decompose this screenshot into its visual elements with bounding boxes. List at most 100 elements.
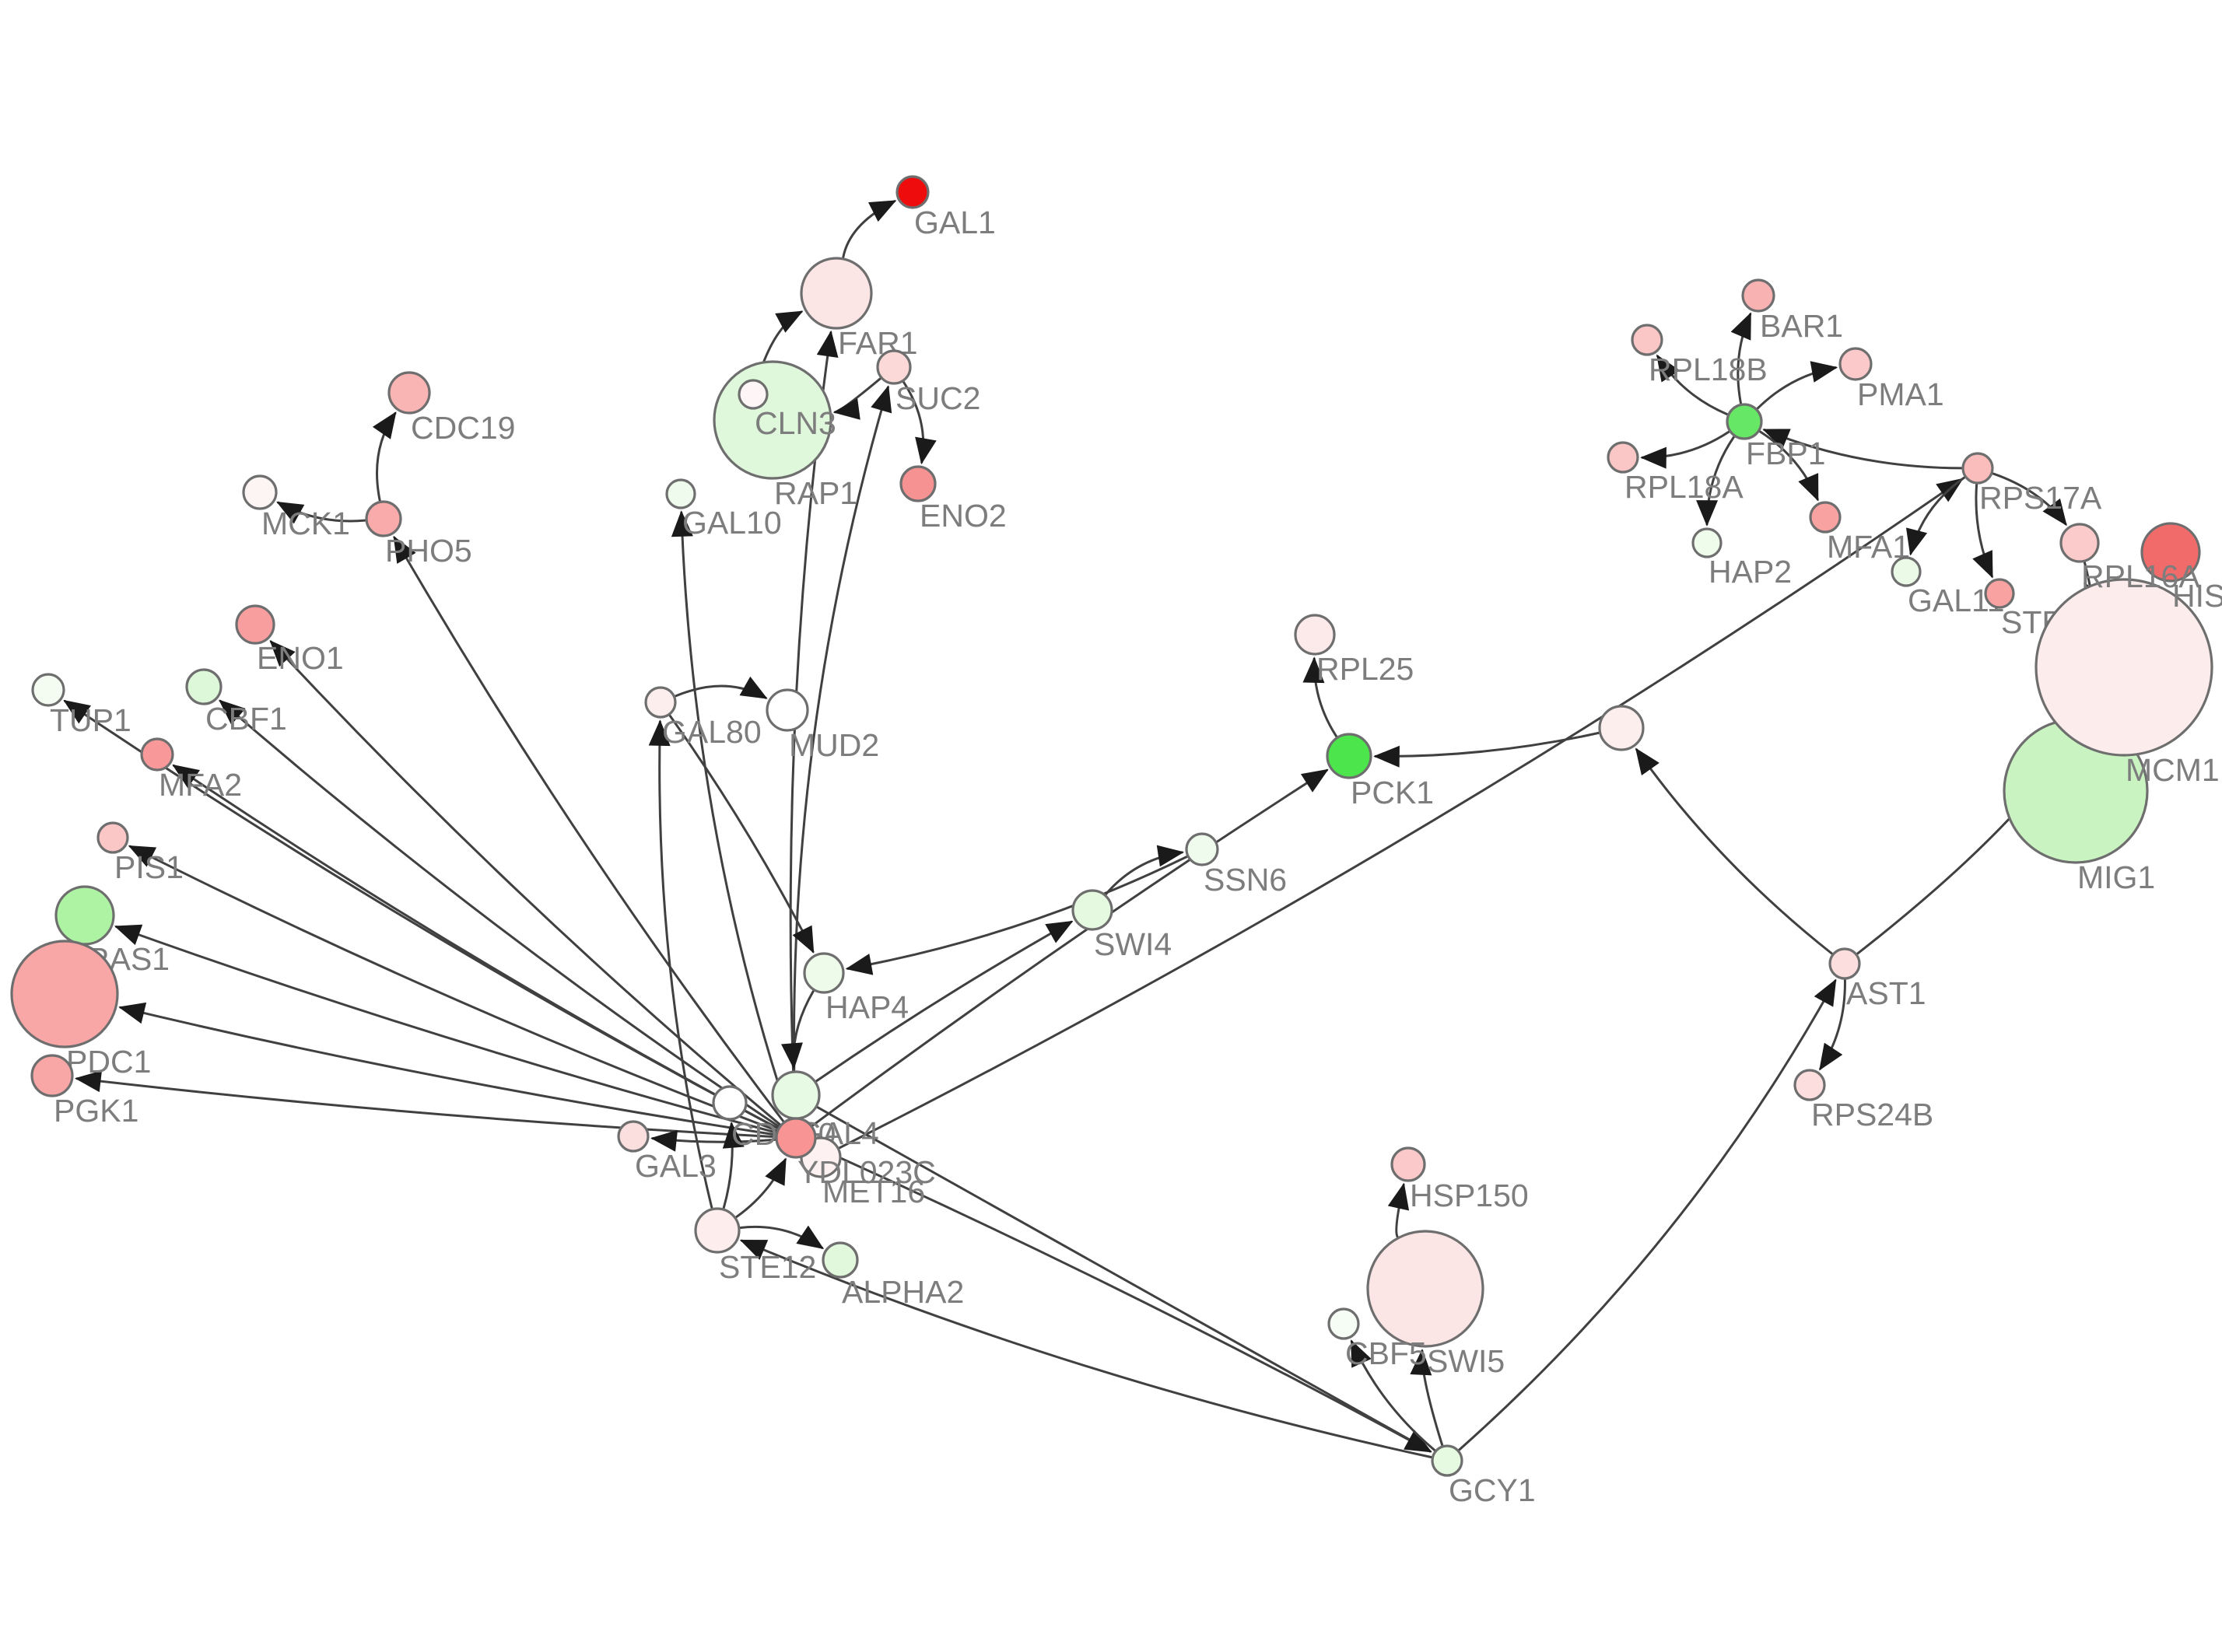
node-RPS24B[interactable]: [1793, 1069, 1826, 1101]
edge-RPS17A-RPL16A[interactable]: [1992, 472, 2067, 527]
edge-YDL023C-CBF1[interactable]: [219, 699, 780, 1128]
edge-STE12-CDC10[interactable]: [722, 1122, 745, 1209]
node-AST1[interactable]: [1828, 947, 1861, 980]
edge-STE12-GAL80[interactable]: [648, 719, 713, 1209]
edge-MET16-RPS17A[interactable]: [838, 478, 1964, 1150]
edge-YDL023C-RAS1[interactable]: [114, 924, 777, 1134]
edge-RPS17A-STE2[interactable]: [1972, 483, 1993, 579]
node-RPL18A[interactable]: [1607, 441, 1639, 474]
node-RPL25[interactable]: [1294, 614, 1336, 656]
node-RAP1[interactable]: [713, 360, 832, 480]
edge-STE12-YDL023C[interactable]: [735, 1157, 787, 1219]
node-CBF1[interactable]: [185, 668, 223, 705]
edge-FBP1-BAR1[interactable]: [1730, 312, 1752, 404]
edge-PCK1-RPL25[interactable]: [1302, 656, 1338, 738]
node-SSN6[interactable]: [1185, 832, 1219, 866]
node-FAR1[interactable]: [800, 257, 873, 330]
edge-RPS17A-GAL11[interactable]: [1905, 476, 1966, 556]
node-RPL16A[interactable]: [2059, 523, 2100, 563]
node-GAL3[interactable]: [617, 1120, 650, 1153]
edge-N1-PCK1[interactable]: [1373, 731, 1600, 768]
edge-RPS17A-FBP1[interactable]: [1762, 429, 1963, 470]
edge-YDL023C-GCY1[interactable]: [814, 1145, 1432, 1453]
node-RPS17A[interactable]: [1961, 452, 1994, 485]
edge-YDL023C-SUC2[interactable]: [793, 385, 892, 1118]
node-CDC19[interactable]: [387, 371, 431, 415]
edge-GAL4-GCY1[interactable]: [816, 1106, 1432, 1453]
edge-PHO5-MCK1[interactable]: [276, 501, 366, 524]
node-STE2[interactable]: [1984, 578, 2015, 609]
node-STE12[interactable]: [694, 1207, 741, 1254]
node-SUC2[interactable]: [876, 349, 912, 385]
node-PHO5[interactable]: [365, 500, 402, 537]
edge-SSN6-HAP4[interactable]: [845, 856, 1188, 975]
node-N1[interactable]: [1598, 705, 1645, 751]
node-MFA2[interactable]: [140, 737, 174, 772]
node-BAR1[interactable]: [1741, 278, 1775, 313]
node-MCM1[interactable]: [2034, 578, 2213, 757]
edge-AST1-RPS24B[interactable]: [1819, 978, 1846, 1071]
edge-GCY1-CBF5[interactable]: [1350, 1339, 1436, 1451]
edge-YDL023C-PGK1[interactable]: [75, 1070, 776, 1139]
edge-FBP1-MFA1[interactable]: [1758, 430, 1819, 502]
node-PCK1[interactable]: [1326, 733, 1372, 779]
edge-YDL023C-MFA2[interactable]: [172, 764, 779, 1129]
node-ENO1[interactable]: [235, 604, 275, 645]
node-CLN3[interactable]: [738, 379, 769, 410]
edge-YDL023C-PIS1[interactable]: [128, 845, 778, 1132]
edge-GAL4-SWI4[interactable]: [815, 920, 1074, 1083]
node-HSP150[interactable]: [1390, 1146, 1426, 1182]
edge-FBP1-RPL18B[interactable]: [1656, 354, 1729, 416]
edge-YDL023C-PHO5[interactable]: [393, 535, 785, 1122]
node-GAL4[interactable]: [771, 1070, 821, 1120]
node-GCY1[interactable]: [1431, 1444, 1463, 1477]
edge-YDL023C-ENO1[interactable]: [269, 639, 781, 1126]
node-GAL10[interactable]: [665, 478, 696, 509]
node-RAS1[interactable]: [54, 885, 115, 946]
edge-YDL023C-GAL3[interactable]: [650, 1129, 776, 1152]
node-CBF5[interactable]: [1327, 1307, 1360, 1340]
edge-HAP4-GAL4[interactable]: [780, 989, 815, 1069]
node-MFA1[interactable]: [1809, 501, 1842, 534]
node-ALPHA2[interactable]: [822, 1241, 859, 1279]
edge-FBP1-HAP2[interactable]: [1696, 436, 1735, 527]
edge-FBP1-PMA1[interactable]: [1756, 361, 1838, 410]
node-CDC10[interactable]: [712, 1085, 748, 1121]
node-ENO2[interactable]: [899, 465, 937, 502]
edge-AST1-N1[interactable]: [1635, 747, 1833, 955]
node-GAL80[interactable]: [644, 686, 677, 719]
edge-SWI4-SSN6[interactable]: [1105, 845, 1185, 895]
edge-YDL023C-PDC1[interactable]: [118, 1002, 776, 1136]
node-SWI4[interactable]: [1071, 889, 1113, 931]
node-MUD2[interactable]: [766, 688, 809, 732]
edge-FBP1-RPL18A[interactable]: [1640, 430, 1730, 469]
node-HAP4[interactable]: [803, 952, 845, 994]
edge-SUC2-ENO2[interactable]: [902, 380, 937, 465]
node-FBP1[interactable]: [1726, 403, 1763, 440]
edge-GCY1-STE12[interactable]: [739, 1239, 1432, 1458]
edge-GCY1-AST1[interactable]: [1458, 978, 1837, 1451]
node-RPL18B[interactable]: [1631, 324, 1663, 356]
edge-YDL023C-GAL10[interactable]: [671, 510, 790, 1119]
edge-STE12-ALPHA2[interactable]: [739, 1225, 825, 1249]
edge-YDL023C-TUP1[interactable]: [63, 699, 779, 1129]
node-PMA1[interactable]: [1838, 347, 1873, 381]
edge-FAR1-GAL1[interactable]: [842, 200, 897, 259]
edge-GAL80-MUD2[interactable]: [674, 676, 768, 699]
node-PIS1[interactable]: [96, 821, 129, 854]
edge-PHO5-CDC19[interactable]: [372, 411, 397, 502]
node-SWI5[interactable]: [1366, 1230, 1484, 1348]
node-GAL11[interactable]: [1891, 556, 1922, 587]
edge-GCY1-SWI5[interactable]: [1410, 1349, 1444, 1447]
node-YDL023C[interactable]: [775, 1117, 817, 1159]
node-GAL1[interactable]: [895, 175, 930, 209]
node-HAP2[interactable]: [1691, 527, 1723, 558]
edge-SWI5-HSP150[interactable]: [1387, 1182, 1410, 1238]
edge-GAL80-HAP4[interactable]: [668, 714, 815, 954]
node-HIS4[interactable]: [2140, 522, 2201, 583]
node-MCK1[interactable]: [242, 474, 278, 510]
edge-YDL023C-PCK1[interactable]: [811, 768, 1329, 1127]
node-PGK1[interactable]: [30, 1054, 74, 1097]
node-PDC1[interactable]: [10, 940, 119, 1048]
